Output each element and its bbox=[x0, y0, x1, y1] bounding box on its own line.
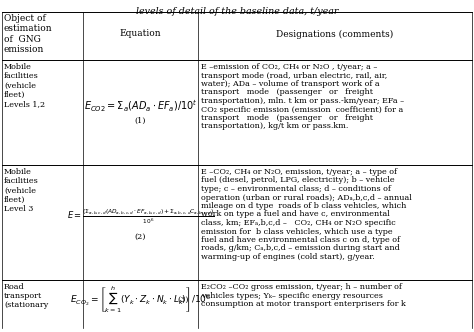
Text: transportation), kg/t km or pass.km.: transportation), kg/t km or pass.km. bbox=[201, 123, 348, 130]
Text: $E_{CO2} = \Sigma_a(AD_a \cdot EF_a)/ 10^t$: $E_{CO2} = \Sigma_a(AD_a \cdot EF_a)/ 10… bbox=[83, 99, 197, 114]
Text: $E_{CO_2} = \left[\sum_{k=1}^{h}(Y_k \cdot Z_k \cdot N_k \cdot L_k)\right]/10^6$: $E_{CO_2} = \left[\sum_{k=1}^{h}(Y_k \cd… bbox=[70, 285, 211, 315]
Text: water); ADa – volume of transport work of a: water); ADa – volume of transport work o… bbox=[201, 80, 380, 88]
Text: emission for  b class vehicles, which use a type: emission for b class vehicles, which use… bbox=[201, 227, 392, 235]
Text: Mobile
facilities
(vehicle
fleet)
Levels 1,2: Mobile facilities (vehicle fleet) Levels… bbox=[4, 63, 45, 108]
Text: fuel and have environmental class c on d, type of: fuel and have environmental class c on d… bbox=[201, 236, 400, 244]
Text: Equation: Equation bbox=[120, 30, 161, 39]
Text: work on type a fuel and have c, environmental: work on type a fuel and have c, environm… bbox=[201, 210, 390, 218]
Text: transportation), mln. t km or pass.-km/year; EFa –: transportation), mln. t km or pass.-km/y… bbox=[201, 97, 404, 105]
Text: transport mode (road, urban electric, rail, air,: transport mode (road, urban electric, ra… bbox=[201, 71, 387, 79]
Text: (3): (3) bbox=[177, 296, 189, 304]
Text: consumption at motor transport enterprisers for k: consumption at motor transport enterpris… bbox=[201, 300, 406, 308]
Text: CO₂ specific emission (emission  coefficient) for a: CO₂ specific emission (emission coeffici… bbox=[201, 106, 403, 114]
Text: vehicles types; Yₖ– specific energy resources: vehicles types; Yₖ– specific energy reso… bbox=[201, 291, 383, 299]
Text: type; c – environmental class; d – conditions of: type; c – environmental class; d – condi… bbox=[201, 185, 391, 193]
Text: roads, g/km; Cₐ,b,c,d – emission during start and: roads, g/km; Cₐ,b,c,d – emission during … bbox=[201, 244, 400, 253]
Text: Object of
estimation
of  GNG
emission: Object of estimation of GNG emission bbox=[4, 14, 53, 54]
Text: levels of detail of the baseline data, t/year: levels of detail of the baseline data, t… bbox=[136, 7, 338, 16]
Text: fuel (diesel, petrol, LPG, electricity); b – vehicle: fuel (diesel, petrol, LPG, electricity);… bbox=[201, 177, 395, 185]
Text: Mobile
facilities
(vehicle
fleet)
Level 3: Mobile facilities (vehicle fleet) Level … bbox=[4, 168, 39, 213]
Text: E₂CO₂ –CO₂ gross emission, t/year; h – number of: E₂CO₂ –CO₂ gross emission, t/year; h – n… bbox=[201, 283, 402, 291]
Text: operation (urban or rural roads); ADₐ,b,c,d – annual: operation (urban or rural roads); ADₐ,b,… bbox=[201, 194, 412, 202]
Text: class, km; EFₐ,b,c,d –   CO₂, CH₄ or N₂O specific: class, km; EFₐ,b,c,d – CO₂, CH₄ or N₂O s… bbox=[201, 219, 396, 227]
Text: E –emission of CO₂, CH₄ or N₂O , t/year; a –: E –emission of CO₂, CH₄ or N₂O , t/year;… bbox=[201, 63, 377, 71]
Text: Road
transport
(stationary: Road transport (stationary bbox=[4, 283, 48, 309]
Text: mileage on d type  roads of b class vehicles, which: mileage on d type roads of b class vehic… bbox=[201, 202, 406, 210]
Text: Designations (comments): Designations (comments) bbox=[276, 30, 393, 39]
Text: transport   mode   (passenger   or   freight: transport mode (passenger or freight bbox=[201, 89, 373, 97]
Text: E –CO₂, CH₄ or N₂O, emission, t/year; a – type of: E –CO₂, CH₄ or N₂O, emission, t/year; a … bbox=[201, 168, 397, 176]
Text: transport   mode   (passenger   or   freight: transport mode (passenger or freight bbox=[201, 114, 373, 122]
Text: (1): (1) bbox=[135, 117, 146, 124]
Text: $E = \frac{(\Sigma_{a,b,c,d}(AD_{a,b,c,d} \cdot EF_{a,b,c,d})+\Sigma_{a,b,c,d}C_: $E = \frac{(\Sigma_{a,b,c,d}(AD_{a,b,c,d… bbox=[67, 207, 214, 226]
Text: (2): (2) bbox=[135, 232, 146, 240]
Text: warming-up of engines (cold start), g/year.: warming-up of engines (cold start), g/ye… bbox=[201, 253, 375, 261]
